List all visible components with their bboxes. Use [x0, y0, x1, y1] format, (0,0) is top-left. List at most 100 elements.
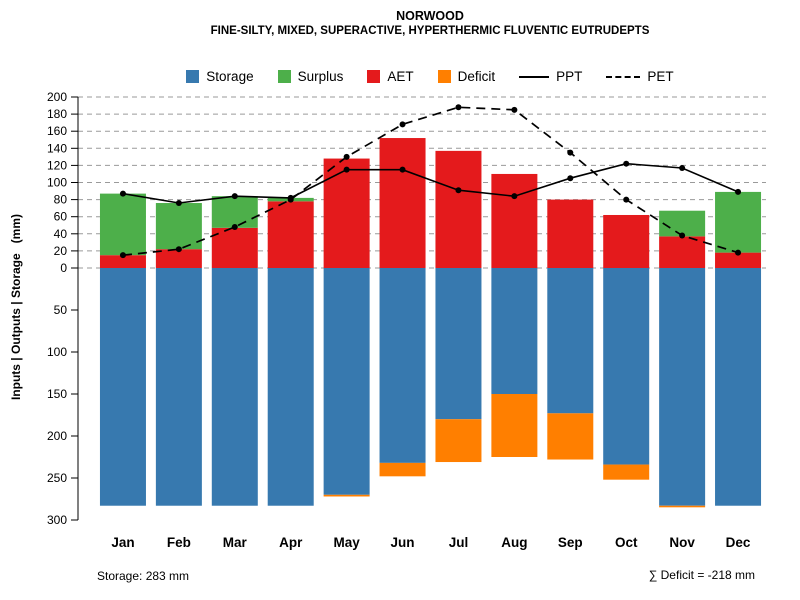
pet-point: [231, 223, 238, 230]
ppt-point: [623, 160, 630, 167]
ppt-point: [175, 200, 182, 207]
y-tick-label: 180: [47, 107, 67, 121]
ppt-point: [455, 187, 462, 194]
storage-bar: [603, 268, 650, 465]
y-tick-label: 300: [47, 513, 67, 527]
y-tick-label: 200: [47, 429, 67, 443]
ppt-point: [567, 175, 574, 182]
surplus-bar: [659, 210, 706, 237]
deficit-bar: [491, 394, 538, 457]
ppt-point: [343, 166, 350, 173]
aet-bar: [603, 214, 650, 268]
y-tick-label: 50: [54, 303, 68, 317]
storage-bar: [435, 268, 482, 420]
month-label: Sep: [558, 535, 583, 550]
aet-bar: [267, 201, 314, 268]
month-label: Jul: [449, 535, 469, 550]
month-label: May: [333, 535, 360, 550]
pet-point: [455, 104, 462, 111]
month-label: Dec: [726, 535, 751, 550]
storage-bar: [267, 268, 314, 506]
y-tick-label: 20: [54, 244, 68, 258]
deficit-bar: [659, 505, 706, 508]
dashed-line-icon: [606, 75, 641, 78]
y-tick-label: 140: [47, 141, 67, 155]
month-label: Mar: [223, 535, 248, 550]
aet-bar: [491, 173, 538, 268]
y-tick-label: 160: [47, 124, 67, 138]
legend-item-storage: Storage: [186, 69, 254, 84]
surplus-swatch-icon: [277, 70, 291, 83]
pet-point: [679, 232, 686, 239]
storage-swatch-icon: [186, 70, 200, 83]
surplus-bar: [99, 193, 146, 256]
deficit-bar: [603, 464, 650, 480]
storage-bar: [659, 268, 706, 506]
storage-bar: [379, 268, 426, 463]
legend-label-storage: Storage: [206, 69, 254, 84]
solid-line-icon: [519, 75, 550, 78]
pet-line: [122, 106, 739, 257]
y-tick-label: 60: [54, 210, 68, 224]
storage-bar: [491, 268, 538, 394]
chart-subtitle: FINE-SILTY, MIXED, SUPERACTIVE, HYPERTHE…: [210, 25, 650, 37]
pet-point: [735, 249, 742, 256]
storage-bar: [99, 268, 146, 506]
y-tick-label: 120: [47, 158, 67, 172]
surplus-bar: [715, 191, 762, 253]
y-tick-label: 80: [54, 193, 68, 207]
legend-label-aet: AET: [387, 69, 414, 84]
legend-item-surplus: Surplus: [277, 69, 344, 84]
aet-bar: [155, 249, 202, 268]
pet-point: [175, 246, 182, 253]
y-tick-label: 0: [60, 261, 67, 275]
aet-bar: [715, 252, 762, 268]
y-tick-label: 150: [47, 387, 67, 401]
aet-bar: [99, 255, 146, 268]
ppt-point: [735, 188, 742, 195]
ppt-point: [399, 166, 406, 173]
legend-item-ppt: PPT: [519, 69, 582, 84]
legend-item-deficit: Deficit: [437, 69, 496, 84]
pet-point: [567, 149, 574, 156]
aet-bar: [435, 150, 482, 268]
pet-point: [399, 121, 406, 128]
month-label: Oct: [615, 535, 638, 550]
aet-bar: [379, 138, 426, 268]
ppt-line: [122, 162, 739, 204]
y-tick-label: 100: [47, 176, 67, 190]
pet-point: [119, 252, 126, 259]
pet-point: [287, 196, 294, 203]
aet-bar: [211, 227, 258, 268]
pet-point: [343, 153, 350, 160]
legend-label-deficit: Deficit: [457, 69, 496, 84]
month-label: Apr: [279, 535, 303, 550]
ppt-point: [119, 190, 126, 197]
storage-bar: [715, 268, 762, 506]
storage-annotation: Storage: 283 mm: [97, 569, 190, 583]
ppt-point: [511, 193, 518, 200]
deficit-bar: [547, 413, 594, 460]
pet-point: [623, 196, 630, 203]
deficit-bar: [323, 494, 370, 497]
storage-bar: [155, 268, 202, 506]
legend-label-pet: PET: [647, 69, 674, 84]
legend-item-pet: PET: [606, 69, 674, 84]
aet-swatch-icon: [367, 70, 381, 83]
legend-item-aet: AET: [367, 69, 414, 84]
deficit-bar: [435, 419, 482, 463]
ppt-point: [679, 164, 686, 171]
pet-point: [511, 106, 518, 113]
month-label: Nov: [669, 535, 695, 550]
y-tick-label: 250: [47, 471, 67, 485]
surplus-bar: [155, 203, 202, 250]
legend-label-surplus: Surplus: [297, 69, 344, 84]
aet-bar: [547, 199, 594, 268]
y-tick-label: 200: [47, 90, 67, 104]
month-label: Aug: [501, 535, 527, 550]
chart-title: NORWOOD: [396, 9, 464, 23]
deficit-annotation: ∑ Deficit = -218 mm: [648, 568, 755, 582]
surplus-bar: [211, 196, 258, 228]
aet-bar: [659, 236, 706, 268]
